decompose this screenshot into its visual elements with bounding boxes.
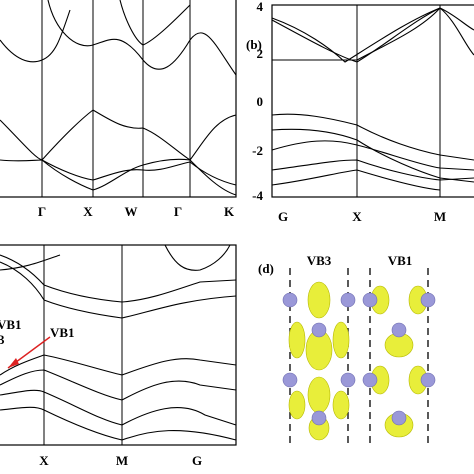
k-label: Γ <box>174 204 182 219</box>
band <box>271 140 474 171</box>
frame <box>0 0 237 198</box>
panel-label: (b) <box>246 37 262 52</box>
orbital-title: VB3 <box>307 253 332 268</box>
y-tick-label: 4 <box>257 0 264 14</box>
band <box>271 7 474 63</box>
band <box>0 354 237 376</box>
panel-a <box>0 0 237 198</box>
band <box>271 169 441 191</box>
k-label: G <box>192 453 202 468</box>
band <box>0 244 231 271</box>
band <box>119 0 191 46</box>
k-label: G <box>278 209 288 224</box>
k-label: X <box>39 453 49 468</box>
band <box>0 254 237 303</box>
band <box>271 7 441 63</box>
annotation: 3 <box>0 332 5 347</box>
band <box>271 128 474 183</box>
band <box>271 159 474 181</box>
annotation: VB1 <box>0 317 22 332</box>
panel-d: (d) <box>258 261 436 448</box>
band <box>272 7 474 61</box>
k-label: X <box>83 204 93 219</box>
band <box>0 109 237 161</box>
panel-b: (b) <box>246 4 474 198</box>
k-label: M <box>434 209 446 224</box>
band <box>271 113 474 161</box>
orbital-title: VB1 <box>388 253 413 268</box>
y-tick-label: -4 <box>252 188 263 203</box>
k-label: K <box>224 204 235 219</box>
band <box>41 159 237 186</box>
band <box>0 0 237 76</box>
y-tick-label: 0 <box>257 94 264 109</box>
orbital-vb1 <box>362 285 436 438</box>
k-label: Γ <box>38 204 46 219</box>
band <box>0 406 237 441</box>
band <box>0 158 237 196</box>
band <box>0 261 237 319</box>
orbital-vb3 <box>282 281 356 441</box>
k-label: X <box>352 209 362 224</box>
arrowhead <box>8 358 19 368</box>
y-tick-label: 2 <box>257 46 264 61</box>
frame <box>271 4 474 198</box>
panel-label: (d) <box>258 261 274 276</box>
band <box>0 389 237 426</box>
y-tick-label: -2 <box>252 143 263 158</box>
annotation: VB1 <box>50 325 75 340</box>
k-label: W <box>125 204 138 219</box>
panel-c <box>0 244 237 446</box>
frame <box>0 244 237 446</box>
band <box>0 369 237 401</box>
k-label: M <box>116 453 128 468</box>
